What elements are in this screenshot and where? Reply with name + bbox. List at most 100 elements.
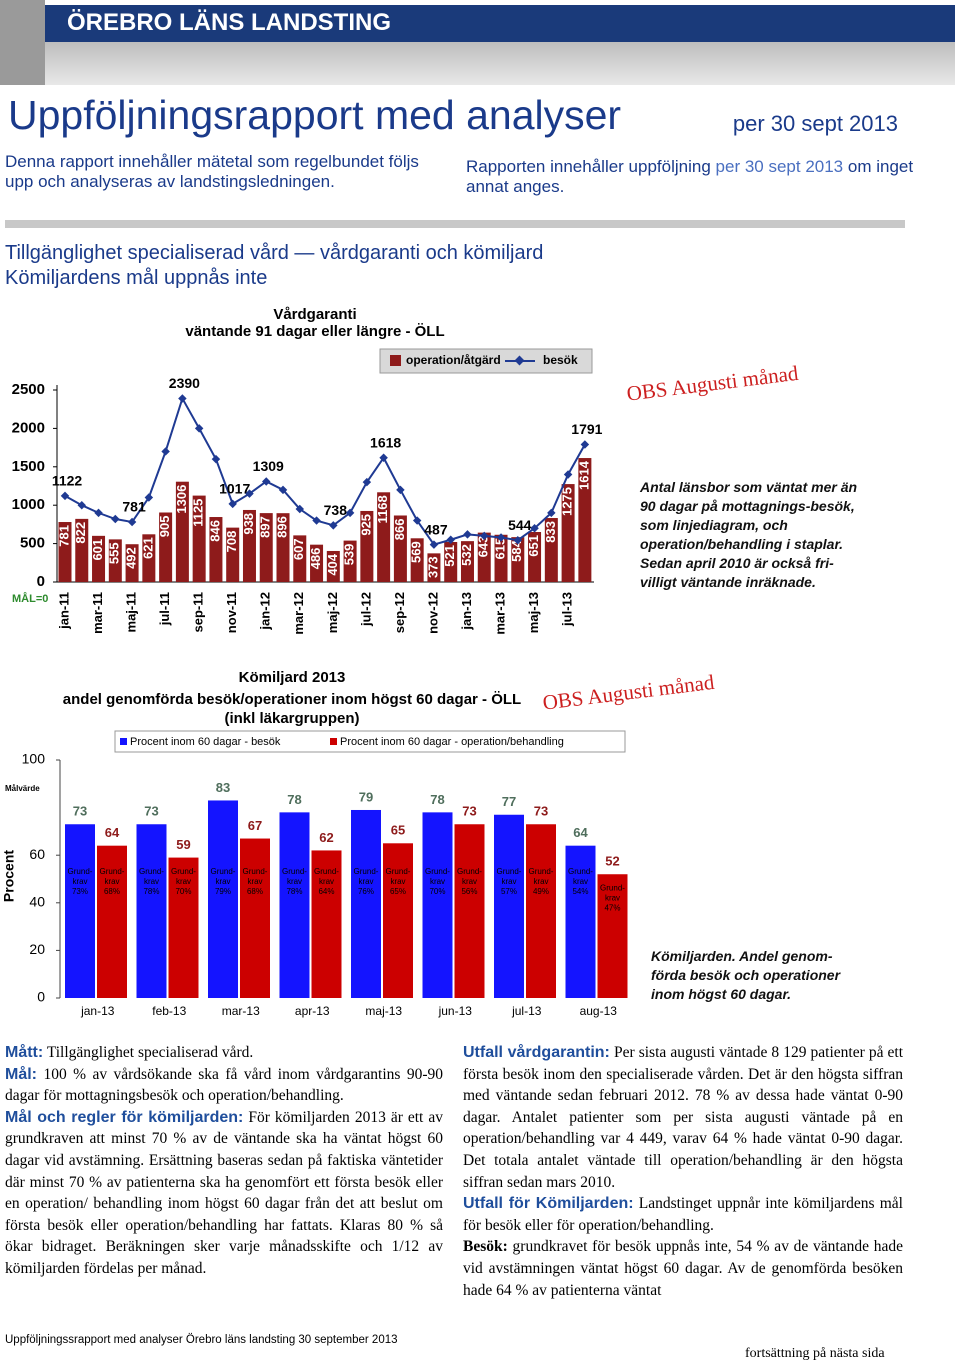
x-tick-label: jan-13	[459, 592, 474, 631]
bar	[108, 539, 122, 582]
bar-value-label: 905	[157, 515, 172, 537]
bar-value-label: 78	[430, 792, 444, 807]
intro-left: Denna rapport innehåller mätetal som reg…	[5, 152, 419, 191]
x-tick-label: maj-13	[365, 1004, 402, 1018]
bar-value-label: 925	[358, 514, 373, 536]
label: Utfall vårdgarantin:	[463, 1044, 610, 1061]
x-tick-label: jul-11	[157, 592, 172, 626]
bar	[209, 517, 223, 582]
line-marker	[446, 535, 455, 545]
bar	[311, 850, 342, 998]
bar	[351, 809, 381, 998]
chart-subtitle: väntande 91 dagar eller längre - ÖLL	[185, 323, 444, 340]
bar-value-label: 79	[359, 789, 373, 804]
bar-value-label: 569	[409, 541, 424, 563]
x-tick-label: jan-12	[258, 592, 273, 631]
bar-value-label: 78	[287, 792, 301, 807]
line-marker	[362, 477, 372, 487]
bar	[175, 481, 189, 582]
date: per 30 sept 2013	[732, 111, 898, 136]
bar	[597, 874, 628, 998]
legend-box	[114, 730, 626, 753]
line-marker	[94, 508, 103, 518]
bar-value-label: 62	[319, 830, 333, 845]
line-marker	[480, 531, 489, 541]
line-value-label: 1618	[370, 434, 401, 450]
legend-label: Procent inom 60 dagar - besök	[130, 736, 281, 748]
bar-value-label: 1125	[191, 499, 206, 527]
requirement-label: 47%	[604, 903, 620, 912]
bar-value-label: 708	[224, 531, 239, 553]
paragraph: Utfall för Kömiljarden: Landstinget uppn…	[463, 1193, 903, 1236]
y-tick-label: 20	[29, 941, 45, 957]
intro-text: om inget annat anges.	[466, 157, 914, 196]
requirement-label: 78%	[143, 887, 159, 896]
line-marker	[178, 394, 187, 403]
bar-value-label: 643	[476, 536, 491, 558]
line-marker	[396, 485, 405, 495]
requirement-label: Grund-	[529, 867, 554, 876]
bar-value-label: 52	[605, 854, 619, 869]
bar	[511, 537, 525, 582]
line-marker	[194, 424, 204, 433]
line-marker	[60, 491, 70, 501]
line-value-label: 2390	[169, 375, 200, 391]
requirement-label: 65%	[390, 887, 406, 896]
line-value-label: 1309	[253, 458, 284, 474]
x-tick-label: mar-11	[90, 592, 105, 634]
label: Mått:	[5, 1044, 44, 1061]
legend-box	[379, 348, 593, 374]
requirement-label: krav	[605, 893, 620, 902]
x-tick-label: nov-12	[425, 592, 440, 634]
line-value-label: 738	[324, 502, 348, 518]
intro-text: Rapporten innehåller uppföljning	[466, 157, 711, 176]
legend-label: operation/åtgärd	[406, 353, 501, 367]
requirement-label: krav	[430, 877, 445, 886]
intro-right: Rapporten innehåller uppföljning per 30 …	[466, 157, 916, 197]
header-band	[45, 42, 955, 85]
section-subtitle: Kömiljardens mål uppnås inte	[5, 267, 268, 289]
line-marker	[463, 530, 472, 539]
bar	[477, 532, 491, 582]
text: Tillgänglighet specialiserad vård.	[46, 1044, 254, 1061]
bar-value-label: 621	[140, 537, 155, 559]
bar-value-label: 73	[534, 804, 548, 819]
requirement-label: Grund-	[139, 867, 164, 876]
line-marker	[547, 508, 556, 518]
line-marker	[580, 440, 590, 449]
bar-value-label: 65	[391, 823, 405, 838]
requirement-label: Grund-	[100, 867, 125, 876]
bar	[192, 495, 206, 582]
bar-value-label: 584	[509, 539, 524, 561]
requirement-label: Grund-	[425, 867, 450, 876]
bar	[410, 538, 424, 582]
y-tick-label: 60	[29, 846, 45, 862]
bar-value-label: 521	[442, 545, 457, 567]
bar-value-label: 822	[73, 522, 88, 544]
legend-swatch	[390, 355, 401, 366]
x-tick-label: maj-11	[124, 592, 139, 632]
text: 100 % av vårdsökande ska få vård inom vå…	[5, 1065, 444, 1105]
bar	[454, 824, 485, 998]
line-marker	[345, 508, 355, 518]
y-tick-label: 0	[37, 989, 45, 1005]
bar-value-label: 492	[124, 547, 139, 569]
bar	[494, 814, 524, 998]
header-block	[0, 0, 45, 85]
requirement-label: krav	[247, 877, 262, 886]
bar-value-label: 77	[502, 794, 516, 809]
bar-value-label: 532	[459, 544, 474, 566]
separator	[5, 220, 905, 228]
requirement-label: Grund-	[314, 867, 339, 876]
paragraph: Utfall vårdgarantin: Per sista augusti v…	[463, 1042, 903, 1193]
requirement-label: krav	[533, 877, 548, 886]
footer-right: fortsättning på nästa sida	[745, 1346, 885, 1361]
bar	[136, 824, 167, 998]
requirement-label: krav	[144, 877, 159, 886]
requirement-label: krav	[72, 877, 87, 886]
y-tick-label: 0	[37, 573, 45, 590]
bar	[58, 522, 72, 582]
x-tick-label: jul-13	[511, 1004, 542, 1018]
chart-note: Kömiljarden. Andel genom-förda besök och…	[651, 948, 841, 1002]
